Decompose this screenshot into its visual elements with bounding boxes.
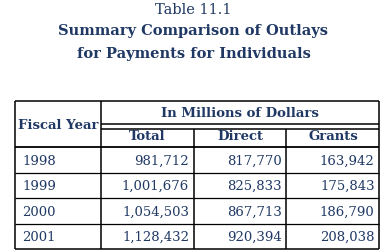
Text: 208,038: 208,038 xyxy=(320,230,375,243)
Text: 186,790: 186,790 xyxy=(320,205,375,218)
Text: 867,713: 867,713 xyxy=(227,205,282,218)
Text: 825,833: 825,833 xyxy=(227,179,282,192)
Text: 175,843: 175,843 xyxy=(320,179,375,192)
Text: 920,394: 920,394 xyxy=(227,230,282,243)
Text: 1,054,503: 1,054,503 xyxy=(122,205,189,218)
Text: 1999: 1999 xyxy=(22,179,57,192)
Text: 1,128,432: 1,128,432 xyxy=(122,230,189,243)
Text: Table 11.1: Table 11.1 xyxy=(155,3,232,16)
Text: Fiscal Year: Fiscal Year xyxy=(18,118,98,131)
Text: 1,001,676: 1,001,676 xyxy=(122,179,189,192)
Text: In Millions of Dollars: In Millions of Dollars xyxy=(161,107,319,120)
Text: Total: Total xyxy=(129,130,166,143)
Text: 2001: 2001 xyxy=(22,230,56,243)
Text: 981,712: 981,712 xyxy=(134,154,189,167)
Text: Direct: Direct xyxy=(217,130,263,143)
Text: Summary Comparison of Outlays: Summary Comparison of Outlays xyxy=(58,24,329,38)
Text: 2000: 2000 xyxy=(22,205,56,218)
Text: for Payments for Individuals: for Payments for Individuals xyxy=(77,47,310,60)
Text: 817,770: 817,770 xyxy=(227,154,282,167)
Text: 1998: 1998 xyxy=(22,154,56,167)
Text: 163,942: 163,942 xyxy=(320,154,375,167)
Text: Grants: Grants xyxy=(308,130,358,143)
